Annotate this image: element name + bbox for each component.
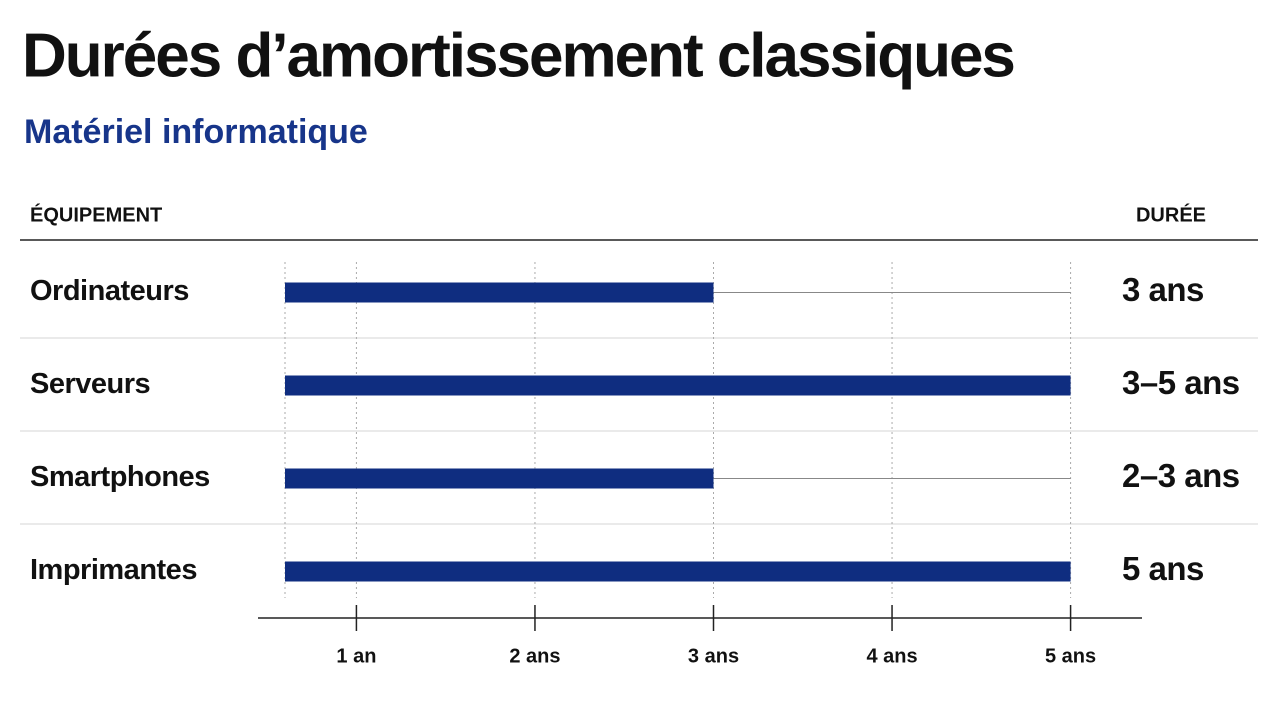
duration-label: 5 ans [1122, 550, 1204, 587]
chart-title: Durées d’amortissement classiques [22, 21, 1014, 90]
chart-subtitle: Matériel informatique [24, 113, 368, 151]
bar [285, 375, 1071, 396]
category-label: Imprimantes [30, 554, 197, 586]
x-tick-label: 5 ans [1045, 645, 1096, 667]
x-tick-label: 1 an [336, 645, 376, 667]
category-label: Serveurs [30, 368, 150, 400]
bar [285, 561, 1071, 582]
x-tick-label: 3 ans [688, 645, 739, 667]
bar [285, 282, 714, 303]
column-header: DURÉE [1136, 203, 1206, 226]
category-label: Ordinateurs [30, 275, 189, 307]
duration-label: 3 ans [1122, 271, 1204, 308]
duration-label: 3–5 ans [1122, 364, 1240, 401]
category-label: Smartphones [30, 461, 210, 493]
duration-label: 2–3 ans [1122, 457, 1240, 494]
x-tick-label: 4 ans [866, 645, 917, 667]
x-tick-label: 2 ans [509, 645, 560, 667]
bar [285, 468, 714, 489]
column-header: ÉQUIPEMENT [30, 203, 162, 226]
